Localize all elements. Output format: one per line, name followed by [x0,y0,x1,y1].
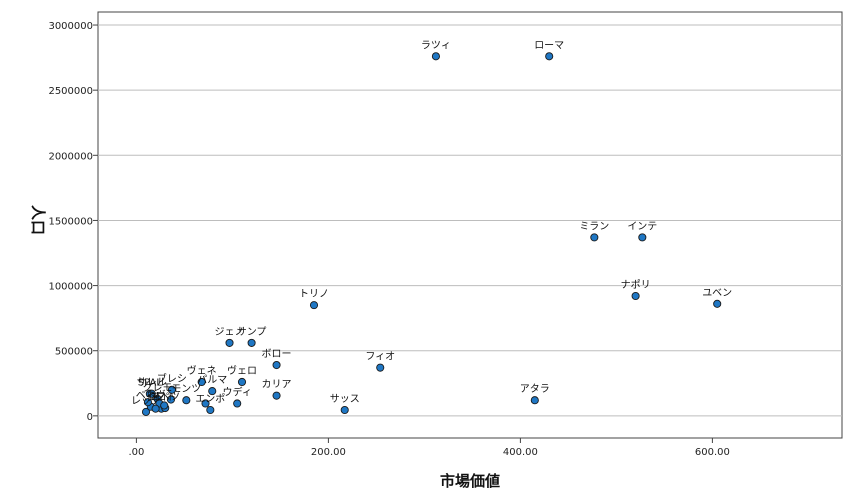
point-label: フィオ [365,351,395,363]
y-tick-label: 2000000 [48,151,93,162]
data-point [206,405,215,415]
point-label: トリノ [299,289,329,300]
point-label: サンプ [237,326,267,338]
point-label: クロト [146,392,176,404]
y-axis-title: 人口 [29,205,47,235]
y-tick-label: 1000000 [48,282,93,293]
y-tick-label: 1500000 [48,216,93,227]
data-point [143,398,152,407]
point-label: ミラン [579,220,609,232]
x-tick-label: 600.00 [695,447,730,458]
data-point [233,399,242,408]
point-label: ユベン [702,287,732,299]
data-point [151,404,160,413]
data-point [631,291,640,301]
x-tick-label: 400.00 [503,447,538,458]
point-label: サッス [330,393,360,405]
point-label: インテ [627,221,657,232]
data-point [272,360,281,370]
point-label: クレモ [143,382,173,394]
gridlines [98,24,842,417]
data-point [309,301,319,310]
data-point [197,377,206,387]
y-tick-label: 2500000 [48,86,93,97]
point-label: SPAL [138,378,163,389]
x-tick-label: .00 [128,447,144,458]
x-axis-title: 市場価値 [440,472,500,490]
data-point [237,377,247,387]
point-label: ヴェネ [187,364,217,377]
data-point [182,396,191,405]
point-label: パルマ [197,374,227,386]
point-label: モンツ [171,384,201,395]
data-point [166,395,176,404]
data-point [638,233,647,242]
x-axis-ticks: .00 200.00 400.00 600.00 [128,438,730,458]
y-tick-label: 500000 [55,347,93,358]
point-label: アタラ [520,383,550,395]
data-point [201,399,210,408]
point-label: ベネヴ [136,389,166,402]
data-point [141,407,151,416]
data-point [431,52,440,61]
data-point [160,401,169,410]
data-point [167,385,176,394]
data-point [208,387,217,396]
point-label: ラツィ [421,39,451,51]
data-point [147,389,156,398]
y-axis-ticks: 0 500000 1000000 1500000 2000000 2500000 30000… [48,21,98,423]
point-label: ジェノ [215,327,245,338]
point-label: カリア [262,379,292,391]
data-point [225,338,234,347]
point-label: ボロー [262,348,292,360]
point-label: ヴェロ [227,364,257,377]
y-tick-label: 0 [87,412,93,423]
point-label: エンポ [195,393,225,405]
data-point [530,396,539,405]
data-point [713,299,722,308]
point-label: レッチ [131,395,161,407]
plot-frame [97,11,843,439]
data-point [247,338,256,347]
data-point [590,233,599,242]
point-label: スペツ [151,392,180,403]
point-label: サレル [137,377,167,389]
point-label: ブレシ [157,372,187,385]
data-point [340,405,349,415]
data-points [141,52,722,416]
data-point [545,52,554,61]
y-tick-label: 3000000 [48,21,93,32]
point-label: ローマ [534,40,564,51]
data-point [376,363,385,372]
point-label: ウディ [223,385,252,398]
point-label: ナポリ [621,279,651,291]
x-tick-label: 200.00 [311,447,346,458]
data-point [272,391,281,400]
